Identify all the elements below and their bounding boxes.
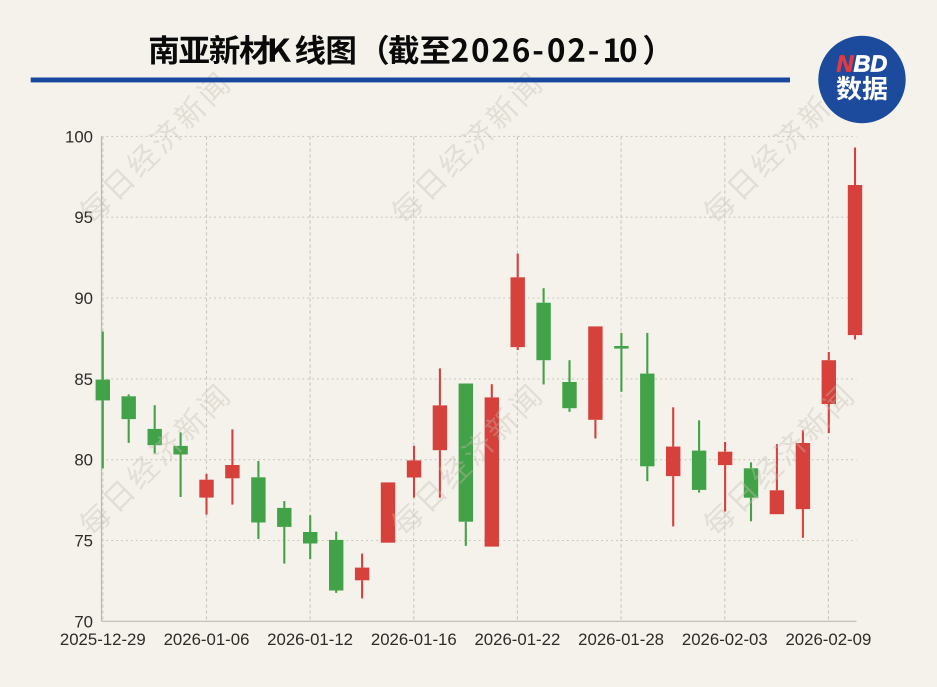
svg-text:2026-01-28: 2026-01-28	[578, 630, 664, 649]
svg-text:N: N	[837, 51, 855, 77]
svg-text:2026-01-22: 2026-01-22	[474, 630, 560, 649]
svg-text:2025-12-29: 2025-12-29	[60, 630, 146, 649]
svg-text:2026-02-09: 2026-02-09	[785, 630, 871, 649]
svg-text:80: 80	[74, 451, 93, 470]
svg-text:2026-01-16: 2026-01-16	[371, 630, 457, 649]
svg-text:2026-01-12: 2026-01-12	[267, 630, 353, 649]
svg-text:BD: BD	[854, 51, 888, 77]
svg-text:75: 75	[74, 532, 93, 551]
svg-text:2026-02-03: 2026-02-03	[682, 630, 768, 649]
svg-text:2026-01-06: 2026-01-06	[164, 630, 250, 649]
svg-text:100: 100	[65, 127, 93, 146]
svg-text:70: 70	[74, 612, 93, 631]
svg-text:85: 85	[74, 370, 93, 389]
svg-text:90: 90	[74, 289, 93, 308]
